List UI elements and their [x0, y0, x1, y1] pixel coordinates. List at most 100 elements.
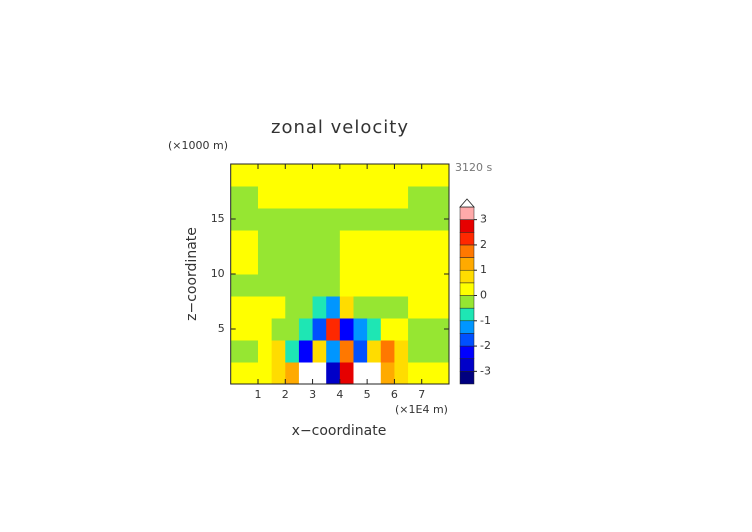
contour-cell — [271, 208, 286, 231]
colorbar-band — [459, 358, 475, 372]
contour-cell — [408, 362, 423, 385]
contour-cell — [339, 274, 354, 297]
x-tick-label: 6 — [391, 388, 398, 401]
contour-cell — [353, 230, 368, 253]
contour-cell — [244, 318, 259, 341]
contour-cell — [435, 296, 450, 319]
colorbar-band — [459, 244, 475, 258]
contour-cell — [271, 252, 286, 275]
contour-cell — [394, 186, 409, 209]
contour-cell — [285, 164, 300, 187]
contour-cell — [408, 164, 423, 187]
contour-cell — [230, 230, 245, 253]
contour-cell — [435, 340, 450, 363]
contour-cell — [257, 274, 273, 297]
contour-cell — [367, 230, 382, 253]
time-label: 3120 s — [455, 161, 492, 174]
colorbar-band — [459, 206, 475, 220]
contour-cell — [367, 340, 382, 363]
y-tick-label: 5 — [218, 322, 225, 335]
colorbar-tick-label: 0 — [480, 289, 487, 302]
contour-cell — [380, 164, 395, 187]
contour-cell — [339, 296, 354, 319]
contour-cell — [353, 208, 368, 231]
contour-cell — [435, 362, 450, 385]
contour-cell — [285, 318, 300, 341]
contour-cell — [230, 340, 245, 363]
contour-cell — [367, 296, 382, 319]
contour-cell — [244, 274, 259, 297]
colorbar-band — [459, 371, 475, 385]
contour-cell — [326, 164, 341, 187]
contour-cell — [298, 164, 314, 187]
contour-cell — [244, 230, 259, 253]
contour-cell — [326, 274, 341, 297]
contour-cell — [339, 164, 354, 187]
contour-cell — [298, 362, 314, 385]
contour-cell — [421, 362, 436, 385]
contour-cell — [380, 208, 395, 231]
contour-cell — [298, 230, 314, 253]
contour-cell — [394, 164, 409, 187]
colorbar-tick-label: 1 — [480, 263, 487, 276]
x-tick-label: 1 — [254, 388, 261, 401]
colorbar-tick-label: -2 — [480, 339, 491, 352]
colorbar-band — [459, 320, 475, 334]
contour-cell — [271, 274, 286, 297]
contour-cell — [230, 362, 245, 385]
contour-cell — [257, 252, 273, 275]
contour-cell — [271, 296, 286, 319]
contour-cell — [380, 274, 395, 297]
contour-cell — [408, 208, 423, 231]
contour-cell — [394, 252, 409, 275]
contour-cell — [271, 164, 286, 187]
y-tick-label: 15 — [211, 212, 225, 225]
contour-cell — [435, 186, 450, 209]
contour-cell — [421, 164, 436, 187]
contour-cell — [312, 296, 327, 319]
contour-field — [230, 164, 450, 385]
contour-cell — [367, 208, 382, 231]
contour-cell — [244, 296, 259, 319]
y-tick-label: 10 — [211, 267, 225, 280]
colorbar-band — [459, 282, 475, 296]
y-axis-title: z−coordinate — [184, 227, 200, 321]
contour-cell — [285, 274, 300, 297]
y-unit: (×1000 m) — [168, 139, 228, 152]
x-unit: (×1E4 m) — [395, 403, 448, 416]
contour-cell — [257, 230, 273, 253]
contour-cell — [353, 252, 368, 275]
contour-cell — [408, 274, 423, 297]
contour-cell — [244, 164, 259, 187]
contour-cell — [312, 230, 327, 253]
contour-cell — [367, 252, 382, 275]
colorbar-band — [459, 219, 475, 233]
contour-cell — [353, 164, 368, 187]
colorbar-band — [459, 232, 475, 246]
contour-cell — [285, 362, 300, 385]
contour-cell — [380, 340, 395, 363]
contour-cell — [285, 252, 300, 275]
contour-cell — [298, 252, 314, 275]
contour-cell — [230, 274, 245, 297]
contour-cell — [435, 230, 450, 253]
contour-cell — [421, 340, 436, 363]
contour-cell — [285, 296, 300, 319]
contour-cell — [326, 318, 341, 341]
contour-cell — [244, 208, 259, 231]
contour-cell — [271, 362, 286, 385]
contour-cell — [394, 318, 409, 341]
colorbar-band — [459, 257, 475, 271]
contour-cell — [271, 230, 286, 253]
x-tick-label: 7 — [418, 388, 425, 401]
contour-cell — [367, 318, 382, 341]
contour-cell — [230, 318, 245, 341]
contour-cell — [312, 318, 327, 341]
contour-cell — [408, 252, 423, 275]
contour-cell — [312, 186, 327, 209]
contour-cell — [326, 208, 341, 231]
contour-cell — [394, 208, 409, 231]
contour-cell — [230, 164, 245, 187]
contour-cell — [257, 362, 273, 385]
